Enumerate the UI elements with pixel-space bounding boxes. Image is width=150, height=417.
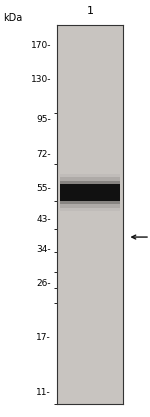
Bar [60, 174, 120, 184]
Text: 130-: 130- [30, 75, 51, 84]
Text: kDa: kDa [3, 13, 22, 23]
Text: 72-: 72- [36, 150, 51, 159]
Text: 170-: 170- [30, 41, 51, 50]
Bar [60, 201, 120, 204]
Text: 17-: 17- [36, 333, 51, 342]
Text: 34-: 34- [36, 245, 51, 254]
Text: 26-: 26- [36, 279, 51, 288]
Bar [60, 201, 120, 208]
Text: 43-: 43- [36, 215, 51, 224]
Text: 11-: 11- [36, 388, 51, 397]
Bar [60, 181, 120, 184]
Text: 1: 1 [87, 5, 93, 15]
Bar [60, 201, 120, 211]
Text: 95-: 95- [36, 115, 51, 124]
Bar [60, 177, 120, 184]
Bar [60, 184, 120, 201]
Text: 55-: 55- [36, 184, 51, 193]
